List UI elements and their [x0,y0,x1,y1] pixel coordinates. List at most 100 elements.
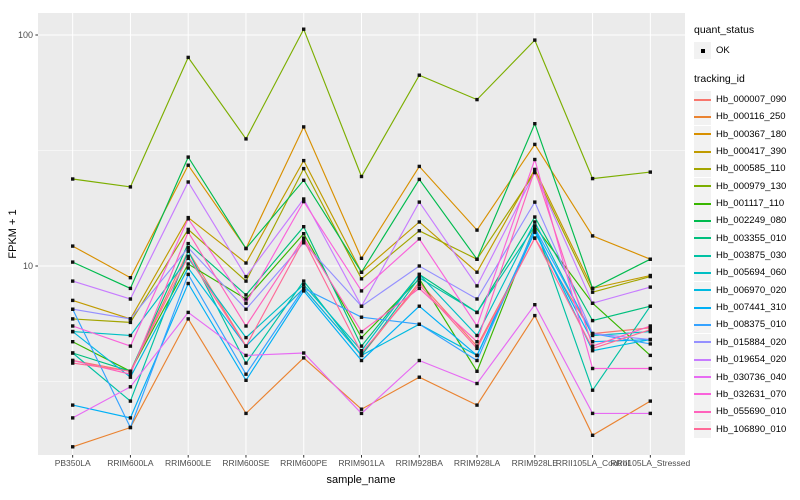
legend-key-box [694,264,711,282]
series-points-Hb_005694_060 [71,220,652,353]
legend-item-label: Hb_019654_020 [716,354,787,366]
x-tick-label: RRIM901LA [338,458,385,468]
legend-key-box [694,333,711,351]
legend-line-swatch [694,98,711,101]
legend-key-box [694,42,711,59]
legend-item-Hb_002249_080: Hb_002249_080 [694,212,800,230]
legend-line-swatch [694,167,711,170]
x-tick-label: RRIM600LE [165,458,212,468]
legend-item-label: Hb_000116_250 [716,111,786,123]
legend-item-label: Hb_001117_110 [716,198,785,210]
y-axis-title: FPKM + 1 [7,209,19,259]
legend-key-box [694,160,711,178]
legend-item-ok: OK [694,42,800,59]
series-points-Hb_000979_130 [71,27,652,189]
legend-item-label: Hb_030736_040 [716,371,787,383]
legend-line-swatch [694,289,711,292]
x-tick-label: RRIM600PE [280,458,328,468]
legend-line-swatch [694,323,711,326]
x-tick-label: RRII105LA_Stressed [610,458,691,468]
legend-line-swatch [694,115,711,118]
legend-line-swatch [694,150,711,153]
legend-key-box [694,125,711,143]
legend-item-Hb_030736_040: Hb_030736_040 [694,368,800,386]
x-tick-label: RRIM928LA [453,458,501,468]
legend-key-box [694,91,711,108]
legend-item-Hb_005694_060: Hb_005694_060 [694,264,800,282]
legend-item-Hb_019654_020: Hb_019654_020 [694,351,800,369]
legend-item-label: Hb_032631_070 [716,388,787,400]
legend-item-Hb_003355_010: Hb_003355_010 [694,229,800,247]
legend-key-box [694,177,711,195]
legend-key-box [694,299,711,317]
legend-item-Hb_001117_110: Hb_001117_110 [694,195,800,213]
legend-key-box [694,368,711,386]
x-axis-title: sample_name [326,474,396,486]
legend-key-box [694,281,711,299]
legend-line-swatch [694,219,711,222]
legend-item-Hb_000979_130: Hb_000979_130 [694,177,800,195]
legend-item-label: Hb_003355_010 [716,232,787,244]
legend-key-box [694,195,711,213]
legend-key-box [694,108,711,126]
legend-line-swatch [694,133,711,136]
legend-line-swatch [694,254,711,257]
legend-item-Hb_000116_250: Hb_000116_250 [694,108,800,126]
legend-line-swatch [694,410,711,413]
legend-line-swatch [694,428,711,431]
legend-item-label: Hb_000007_090 [716,94,787,105]
legend-line-swatch [694,393,711,396]
legend-item-label: Hb_007441_310 [716,302,787,314]
legend-key-box [694,143,711,161]
tracking-id-legend-items: Hb_000007_090 Hb_000116_250 Hb_000367_180 H… [694,91,800,438]
point-icon [700,48,705,53]
x-tick-label: RRIM600SE [222,458,270,468]
legend-line-swatch [694,306,711,309]
x-tick-label: RRIM600LA [107,458,154,468]
series-points-Hb_019654_020 [71,170,652,308]
legend-item-label: Hb_000585_110 [716,163,786,175]
legend-key-box [694,212,711,230]
legend-item-Hb_106890_010: Hb_106890_010 [694,420,800,438]
legend-title-quant-status: quant_status [694,24,755,36]
legend-item-label: OK [716,45,730,56]
series-points-Hb_000116_250 [71,313,652,449]
legend-line-swatch [694,185,711,188]
legend-item-label: Hb_106890_010 [716,423,787,435]
legend-title-tracking-id: tracking_id [694,73,745,85]
legend-line-swatch [694,202,711,205]
legend-item-label: Hb_003875_030 [716,250,787,262]
legend-item-label: Hb_008375_010 [716,319,787,331]
legend-line-swatch [694,376,711,378]
legend-item-label: Hb_000979_130 [716,180,787,192]
legend-key-box [694,229,711,247]
legend-key-box [694,316,711,334]
y-tick-label-100: 100 [17,30,33,40]
legend-item-Hb_000417_390: Hb_000417_390 [694,143,800,161]
legend-item-label: Hb_006970_020 [716,284,787,296]
legend-item-label: Hb_055690_010 [716,406,787,418]
legend-item-label: Hb_015884_020 [716,336,787,348]
legend-item-Hb_000007_090: Hb_000007_090 [694,91,800,108]
legend: quant_status OK tracking_id Hb_000007_09… [694,24,800,438]
x-tick-label: RRII105LA_Control [555,458,630,468]
legend-item-Hb_008375_010: Hb_008375_010 [694,316,800,334]
legend-item-Hb_000367_180: Hb_000367_180 [694,125,800,143]
legend-item-Hb_032631_070: Hb_032631_070 [694,385,800,403]
series-points-Hb_002249_080 [71,122,652,291]
legend-item-Hb_003875_030: Hb_003875_030 [694,247,800,265]
x-tick-label: RRIM928LE [511,458,558,468]
legend-item-Hb_006970_020: Hb_006970_020 [694,281,800,299]
y-tick-label-10: 10 [22,261,33,271]
x-tick-label: PB350LA [54,458,91,468]
legend-item-label: Hb_000417_390 [716,146,787,158]
series-points-Hb_032631_070 [71,157,652,371]
legend-item-label: Hb_005694_060 [716,267,787,279]
legend-line-swatch [694,237,711,240]
x-tick-label: RRIM928BA [395,458,443,468]
legend-line-swatch [694,271,711,274]
legend-item-Hb_055690_010: Hb_055690_010 [694,403,800,421]
